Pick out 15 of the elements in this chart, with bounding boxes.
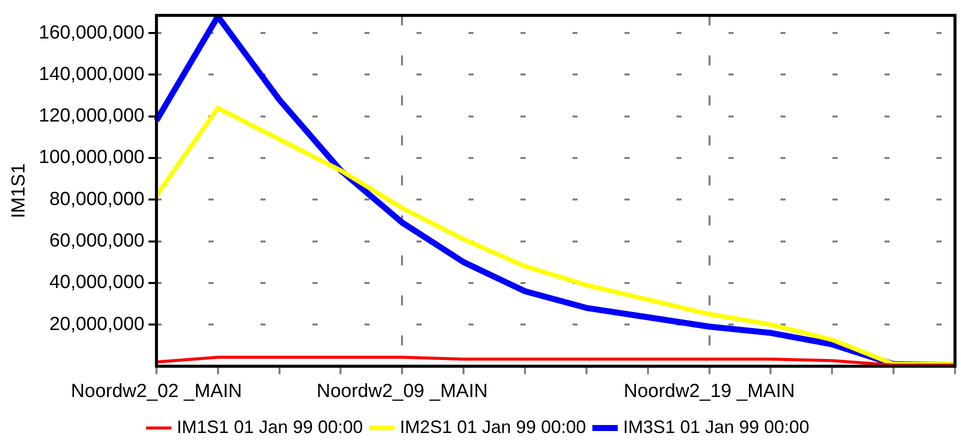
y-tick-label: 140,000,000 <box>38 64 144 85</box>
y-axis-title: IM1S1 <box>8 163 30 218</box>
y-tick-label: 120,000,000 <box>38 106 144 127</box>
y-tick-label: 40,000,000 <box>49 272 144 294</box>
legend-label: IM2S1 01 Jan 99 00:00 <box>400 416 586 437</box>
y-tick-label: 100,000,000 <box>38 147 144 168</box>
y-tick-label: 160,000,000 <box>38 22 144 44</box>
legend-label: IM1S1 01 Jan 99 00:00 <box>176 416 363 437</box>
y-tick-label: 20,000,000 <box>49 314 144 335</box>
x-tick-label: Noordw2_02 _MAIN <box>70 380 242 402</box>
legend-label: IM3S1 01 Jan 99 00:00 <box>623 416 810 437</box>
x-tick-label: Noordw2_09 _MAIN <box>316 380 488 402</box>
y-tick-label: 80,000,000 <box>49 188 144 210</box>
x-tick-label: Noordw2_19 _MAIN <box>624 380 795 402</box>
y-tick-label: 60,000,000 <box>49 230 144 252</box>
